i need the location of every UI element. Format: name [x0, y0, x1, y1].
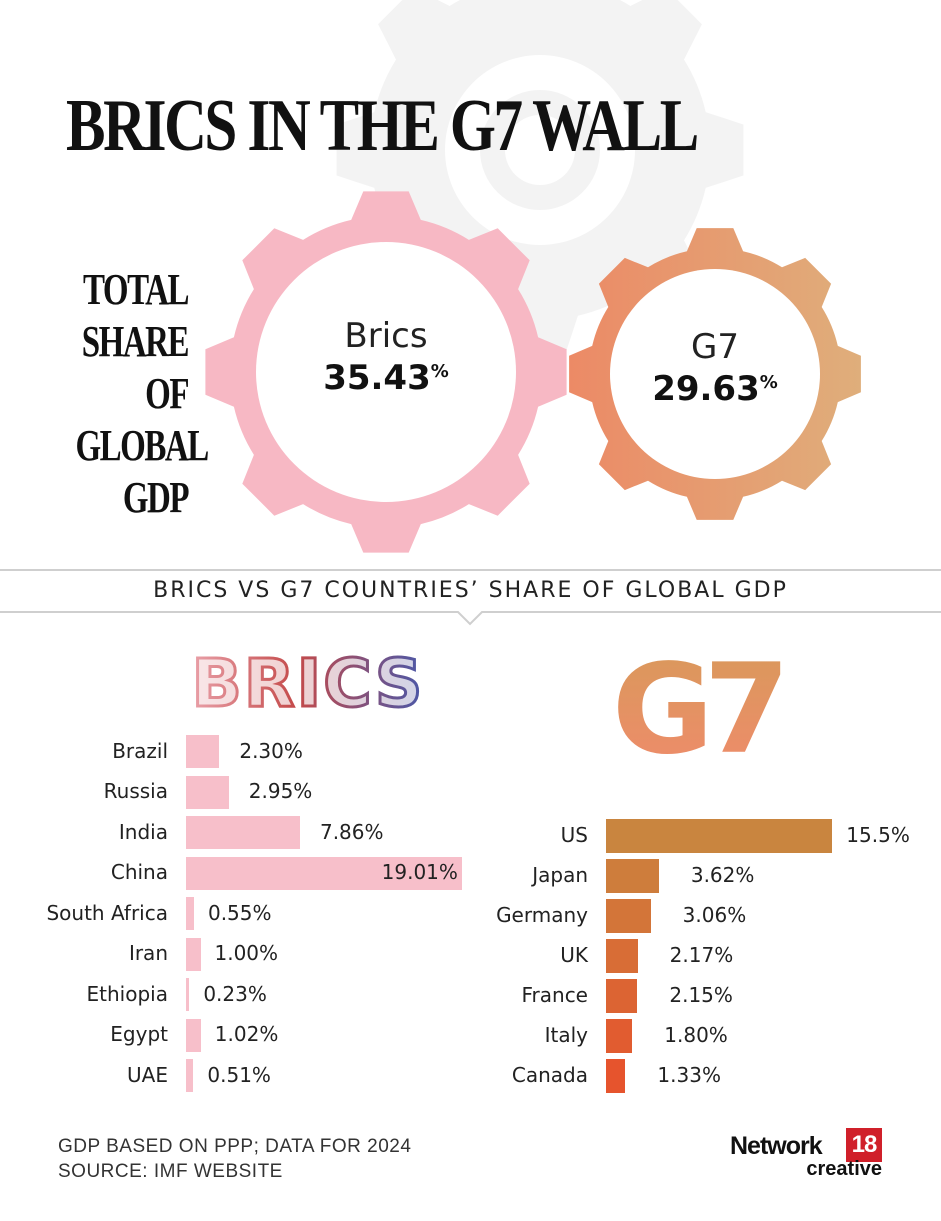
- bar-label: Canada: [511, 1063, 588, 1087]
- bar: [186, 856, 462, 890]
- bar-value-label: 1.33%: [657, 1063, 721, 1087]
- bar-label: China: [110, 860, 168, 884]
- bar-label: UAE: [127, 1062, 168, 1087]
- bar: [606, 859, 659, 893]
- bar: [186, 775, 229, 809]
- bar-label: France: [521, 983, 588, 1007]
- bar-label: Russia: [103, 779, 168, 803]
- bar-label: Italy: [544, 1023, 588, 1047]
- bar-value-label: 15.5%: [846, 823, 910, 847]
- bar-label: India: [118, 819, 168, 844]
- g7-logo: G7: [612, 640, 786, 766]
- bar-label: Brazil: [112, 738, 168, 763]
- bar-label: US: [560, 823, 588, 847]
- g7-gear-icon: [569, 228, 861, 520]
- total-share-label-line: TOTAL: [83, 265, 189, 314]
- bar-value-label: 2.15%: [669, 983, 733, 1007]
- g7-total-gear: G7 29.63%: [566, 225, 864, 523]
- total-share-label-line: GLOBAL: [75, 421, 210, 470]
- bar: [186, 937, 201, 971]
- bar-label: South Africa: [46, 900, 168, 925]
- bar-value-label: 1.80%: [664, 1023, 728, 1047]
- page-title: BRICS IN THE G7 WALL: [66, 85, 699, 167]
- footnote-source: SOURCE: IMF WEBSITE: [58, 1161, 283, 1182]
- network18-logo: Network 18 creative: [730, 1128, 890, 1188]
- bar-value-label: 3.62%: [690, 863, 755, 887]
- bar: [606, 899, 651, 933]
- bar: [606, 939, 638, 973]
- bar-value-label: 1.02%: [214, 1022, 279, 1046]
- bar-label: Ethiopia: [86, 981, 168, 1006]
- g7-total-value: 29.63%: [652, 369, 778, 409]
- bar-label: Iran: [128, 941, 168, 965]
- bar-label: Japan: [532, 863, 588, 887]
- bar-value-label: 0.23%: [203, 981, 267, 1006]
- footnote-basis: GDP BASED ON PPP; DATA FOR 2024: [58, 1136, 412, 1157]
- bar-value-label: 1.00%: [214, 941, 279, 965]
- bar-value-label: 0.51%: [207, 1062, 271, 1087]
- bar-value-label: 2.17%: [669, 943, 734, 967]
- bar-label: UK: [560, 943, 588, 967]
- brics-total-gear: Brics 35.43%: [202, 188, 570, 556]
- bar: [186, 816, 300, 849]
- bar-value-label: 2.30%: [239, 738, 303, 763]
- bar-value-label: 3.06%: [682, 903, 747, 927]
- bar-value-label: 19.01%: [381, 860, 458, 884]
- total-share-label: TOTAL SHARE OF GLOBAL GDP: [75, 264, 210, 524]
- brand-sub: creative: [806, 1158, 882, 1180]
- g7-total-name: G7: [691, 327, 739, 367]
- brand-name: Network: [730, 1132, 823, 1160]
- section-divider: [0, 569, 941, 626]
- bar-value-label: 2.95%: [248, 779, 313, 803]
- total-share-label-line: SHARE OF: [81, 317, 190, 418]
- total-share-label-line: GDP: [122, 473, 190, 522]
- brand-number: 18: [846, 1128, 882, 1162]
- bar: [186, 1059, 194, 1092]
- bar-value-label: 7.86%: [319, 819, 384, 844]
- bar: [186, 978, 190, 1011]
- brics-logo: BRICS BRICS: [190, 648, 425, 714]
- section-title: BRICS VS G7 COUNTRIES’ SHARE OF GLOBAL G…: [153, 578, 788, 603]
- brics-logo-text: BRICS: [192, 648, 425, 714]
- bar: [606, 979, 638, 1013]
- brics-gear-icon: [205, 191, 567, 553]
- brics-logo-fill: BRICS: [192, 648, 425, 714]
- bar-label: Egypt: [110, 1022, 168, 1046]
- g7-logo-text: G7: [612, 640, 781, 766]
- bar: [186, 735, 220, 768]
- brics-total-name: Brics: [344, 316, 428, 356]
- bar: [606, 1019, 633, 1053]
- bar: [186, 897, 194, 930]
- bar-value-label: 0.55%: [207, 900, 272, 925]
- brics-total-value: 35.43%: [323, 358, 449, 398]
- bar: [186, 1018, 201, 1052]
- bar-label: Germany: [496, 903, 588, 927]
- footnote: GDP BASED ON PPP; DATA FOR 2024 SOURCE: …: [58, 1134, 411, 1184]
- bar: [606, 1059, 626, 1093]
- bar: [606, 819, 833, 853]
